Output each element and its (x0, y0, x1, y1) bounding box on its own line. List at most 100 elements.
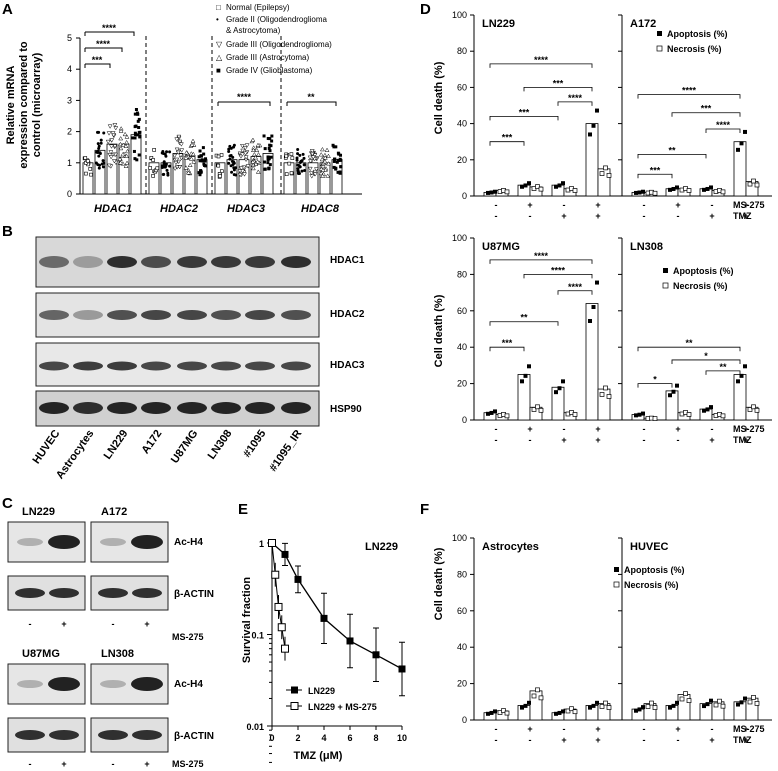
sig-label: ** (668, 145, 676, 155)
a-point (134, 107, 138, 111)
a-point (136, 133, 140, 137)
subplot-ytick-label: 40 (457, 342, 467, 352)
apoptosis-point (489, 710, 494, 715)
subplot-ytick-label: 100 (452, 533, 467, 543)
a-point (228, 157, 232, 161)
sig-bracket (489, 259, 593, 264)
a-point (199, 154, 203, 158)
a-point (191, 159, 197, 164)
subplot-title: HUVEC (630, 541, 669, 553)
sig-label: *** (701, 104, 712, 114)
a-point (113, 152, 119, 158)
apoptosis-point (561, 709, 565, 714)
b-lane-label: #1095 (241, 428, 268, 460)
a-ytick-label: 5 (67, 33, 72, 43)
apoptosis-point (554, 390, 558, 395)
a-point (319, 156, 325, 162)
legend-a-symbol-5: ■ (216, 66, 221, 75)
a-point (155, 166, 160, 171)
apoptosis-point (739, 373, 744, 378)
legend-a-text-3: Grade III (Oligodendroglioma) (226, 40, 332, 49)
e-point-ln229 (372, 651, 380, 659)
legend-a-symbol-4: △ (216, 53, 223, 62)
subplot-ytick-label: 100 (452, 233, 467, 243)
a-point (331, 143, 335, 147)
a-point (123, 163, 129, 168)
a-point (314, 167, 319, 172)
c-sign-6: + (61, 759, 66, 769)
apoptosis-point (493, 409, 497, 414)
apoptosis-point (520, 184, 524, 189)
c-sign-4: + (144, 619, 149, 629)
e-point-ln229 (320, 614, 328, 622)
e-ytick-label: 1 (259, 539, 264, 549)
a-point (197, 155, 201, 159)
a-point (324, 147, 330, 152)
a-point (309, 151, 315, 157)
tmz-sign: + (709, 435, 714, 445)
a-point (320, 173, 326, 178)
necrosis-point (538, 407, 544, 413)
ms275-sign: - (711, 424, 714, 434)
ms275-sign: - (711, 724, 714, 734)
panel-d-ylabel-top: Cell death (%) (433, 61, 445, 134)
a-point (189, 142, 195, 147)
a-point (177, 139, 183, 145)
c-band (48, 535, 80, 549)
e-point-ln229-ms275 (268, 539, 276, 547)
a-point (301, 152, 305, 156)
a-point (243, 155, 249, 160)
a-point (89, 172, 93, 177)
a-point (251, 151, 257, 157)
c-band (15, 730, 45, 740)
subplot-ytick-label: 60 (457, 606, 467, 616)
a-point (337, 152, 341, 156)
b-lane-label: LN308 (206, 428, 235, 462)
panel-a-ylabel-line2: expression compared to (18, 41, 30, 168)
a-point (124, 153, 130, 158)
legend-apoptosis-marker (614, 567, 619, 572)
sig-bracket (637, 383, 673, 388)
a-point (102, 131, 106, 135)
a-point (268, 137, 272, 141)
apoptosis-point (489, 410, 494, 415)
a-point (178, 142, 184, 147)
e-point-ln229 (398, 665, 406, 673)
ms275-sign: + (675, 200, 680, 210)
apoptosis-point (523, 373, 528, 378)
panel-a-ylabel: Relative mRNA expression compared to con… (5, 41, 43, 168)
sig-label: **** (551, 265, 566, 275)
sig-bracket (705, 128, 741, 134)
subplot-ytick-label: 100 (452, 10, 467, 20)
subplot-title: Astrocytes (482, 541, 539, 553)
a-point (268, 163, 272, 167)
subplot-ytick-label: 80 (457, 269, 467, 279)
e-ytick-label: 0.01 (246, 722, 264, 732)
a-point (136, 112, 140, 116)
b-band (39, 361, 69, 371)
a-point (124, 160, 130, 165)
ms275-sign: + (595, 424, 600, 434)
b-band (177, 256, 207, 268)
b-band (73, 256, 103, 268)
panel-e-ylabel: Survival fraction (241, 577, 253, 663)
b-band (73, 310, 103, 320)
a-point (232, 145, 236, 149)
a-point (132, 149, 136, 153)
apoptosis-point (675, 700, 679, 705)
ms275-sign: + (675, 724, 680, 734)
tmz-sign: - (643, 435, 646, 445)
sig-label: *** (502, 338, 513, 348)
tmz-sign: + (595, 211, 600, 221)
subplot-ln229: 020406080100LN229--+--+++***************… (452, 10, 624, 221)
c-treatment-bottom: MS-275 (172, 759, 204, 769)
necrosis-point (751, 178, 756, 184)
a-point (256, 152, 261, 157)
a-point (250, 147, 256, 153)
apoptosis-point (486, 711, 490, 716)
legend-apoptosis-marker (663, 268, 668, 273)
sig-bracket (637, 153, 707, 159)
a-point (245, 164, 251, 169)
tmz-sign: - (495, 735, 498, 745)
a-point (174, 147, 180, 152)
